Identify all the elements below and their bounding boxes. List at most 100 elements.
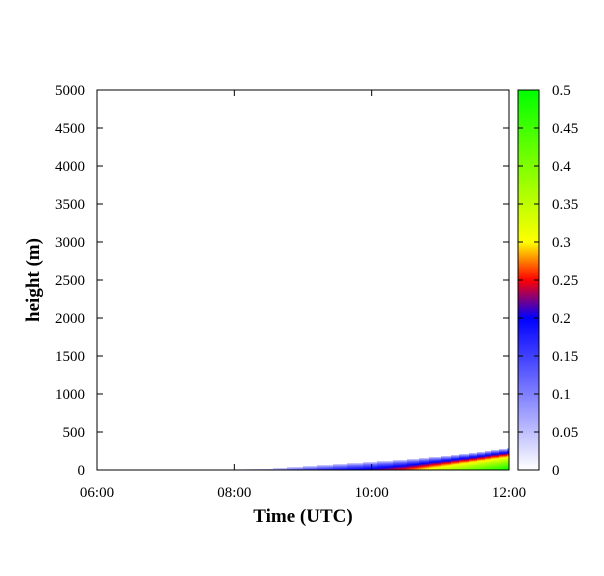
heatmap-cell bbox=[473, 461, 475, 463]
heatmap-cell bbox=[431, 460, 433, 462]
heatmap-cell bbox=[333, 465, 335, 467]
heatmap-cell bbox=[495, 458, 497, 460]
heatmap-cell bbox=[407, 468, 409, 470]
heatmap-cell bbox=[417, 460, 419, 462]
heatmap-cell bbox=[493, 468, 495, 470]
heatmap-cell bbox=[463, 463, 465, 465]
heatmap-cell bbox=[505, 464, 507, 466]
heatmap-cell bbox=[437, 465, 439, 467]
heatmap-cell bbox=[479, 461, 481, 463]
heatmap-cell bbox=[487, 463, 489, 465]
heatmap-cell bbox=[505, 465, 507, 467]
heatmap-cell bbox=[503, 455, 505, 457]
heatmap-cell bbox=[437, 461, 439, 463]
heatmap-cell bbox=[441, 462, 443, 464]
heatmap-cell bbox=[463, 458, 465, 460]
heatmap-cell bbox=[449, 464, 451, 466]
heatmap-cell bbox=[415, 466, 417, 468]
heatmap-cell bbox=[447, 462, 449, 464]
heatmap-cell bbox=[501, 465, 503, 467]
heatmap-cell bbox=[385, 468, 387, 470]
heatmap-cell bbox=[395, 461, 397, 463]
heatmap-cell bbox=[395, 467, 397, 469]
heatmap-cell bbox=[437, 462, 439, 464]
heatmap-cell bbox=[387, 464, 389, 466]
heatmap-cell bbox=[479, 458, 481, 460]
heatmap-cell bbox=[345, 466, 347, 468]
heatmap-cell bbox=[493, 452, 495, 454]
heatmap-cell bbox=[459, 461, 461, 463]
heatmap-cell bbox=[331, 467, 333, 469]
heatmap-cell bbox=[307, 467, 309, 469]
heatmap-cell bbox=[491, 460, 493, 462]
y-tick-label: 5000 bbox=[55, 83, 85, 99]
heatmap-cell bbox=[391, 462, 393, 464]
heatmap-cell bbox=[445, 456, 447, 458]
heatmap-cell bbox=[505, 451, 507, 453]
heatmap-cell bbox=[455, 459, 457, 461]
heatmap-cell bbox=[451, 463, 453, 465]
heatmap-cell bbox=[465, 462, 467, 464]
heatmap-cell bbox=[289, 467, 291, 469]
heatmap-cell bbox=[369, 462, 371, 464]
heatmap-cell bbox=[431, 464, 433, 466]
heatmap-cell bbox=[495, 463, 497, 465]
heatmap-cell bbox=[489, 451, 491, 453]
heatmap-cell bbox=[467, 468, 469, 470]
heatmap-cell bbox=[427, 466, 429, 468]
heatmap-cell bbox=[389, 467, 391, 469]
heatmap-cell bbox=[461, 468, 463, 470]
heatmap-cell bbox=[495, 453, 497, 455]
heatmap-cell bbox=[339, 468, 341, 470]
heatmap-cell bbox=[471, 468, 473, 470]
heatmap-cell bbox=[437, 458, 439, 460]
heatmap-cell bbox=[497, 453, 499, 455]
heatmap-cell bbox=[449, 468, 451, 470]
heatmap-cell bbox=[467, 458, 469, 460]
heatmap-cell bbox=[465, 458, 467, 460]
heatmap-cell bbox=[507, 467, 509, 469]
heatmap-cell bbox=[399, 460, 401, 462]
heatmap-cell bbox=[433, 460, 435, 462]
heatmap-cell bbox=[401, 463, 403, 465]
heatmap-cell bbox=[441, 456, 443, 458]
heatmap-cell bbox=[499, 455, 501, 457]
heatmap-cell bbox=[393, 467, 395, 469]
heatmap-cell bbox=[287, 468, 289, 470]
heatmap-cell bbox=[457, 459, 459, 461]
heatmap-cell bbox=[485, 457, 487, 459]
heatmap-cell bbox=[465, 463, 467, 465]
heatmap-cell bbox=[477, 459, 479, 461]
heatmap-cell bbox=[449, 467, 451, 469]
heatmap-cell bbox=[407, 463, 409, 465]
heatmap-cell bbox=[445, 460, 447, 462]
heatmap-cell bbox=[495, 468, 497, 470]
heatmap-cell bbox=[433, 468, 435, 470]
heatmap-cell bbox=[479, 452, 481, 454]
heatmap-cell bbox=[435, 467, 437, 469]
heatmap-cell bbox=[363, 466, 365, 468]
heatmap-cell bbox=[493, 466, 495, 468]
heatmap-cell bbox=[505, 456, 507, 458]
heatmap-cell bbox=[467, 455, 469, 457]
heatmap-cell bbox=[413, 468, 415, 470]
heatmap-cell bbox=[431, 465, 433, 467]
heatmap-cell bbox=[367, 468, 369, 470]
heatmap-cell bbox=[405, 464, 407, 466]
heatmap-cell bbox=[499, 466, 501, 468]
heatmap-cell bbox=[399, 468, 401, 470]
heatmap-cell bbox=[329, 466, 331, 468]
heatmap-cell bbox=[359, 463, 361, 465]
heatmap-cell bbox=[429, 459, 431, 461]
heatmap-cell bbox=[493, 458, 495, 460]
heatmap-cell bbox=[391, 463, 393, 465]
heatmap-cell bbox=[397, 468, 399, 470]
heatmap-cell bbox=[465, 457, 467, 459]
heatmap-cell bbox=[495, 454, 497, 456]
heatmap-cell bbox=[283, 468, 285, 470]
heatmap-cell bbox=[379, 468, 381, 470]
heatmap-cell bbox=[387, 466, 389, 468]
heatmap-cell bbox=[439, 466, 441, 468]
heatmap-cell bbox=[453, 466, 455, 468]
heatmap-cell bbox=[429, 465, 431, 467]
